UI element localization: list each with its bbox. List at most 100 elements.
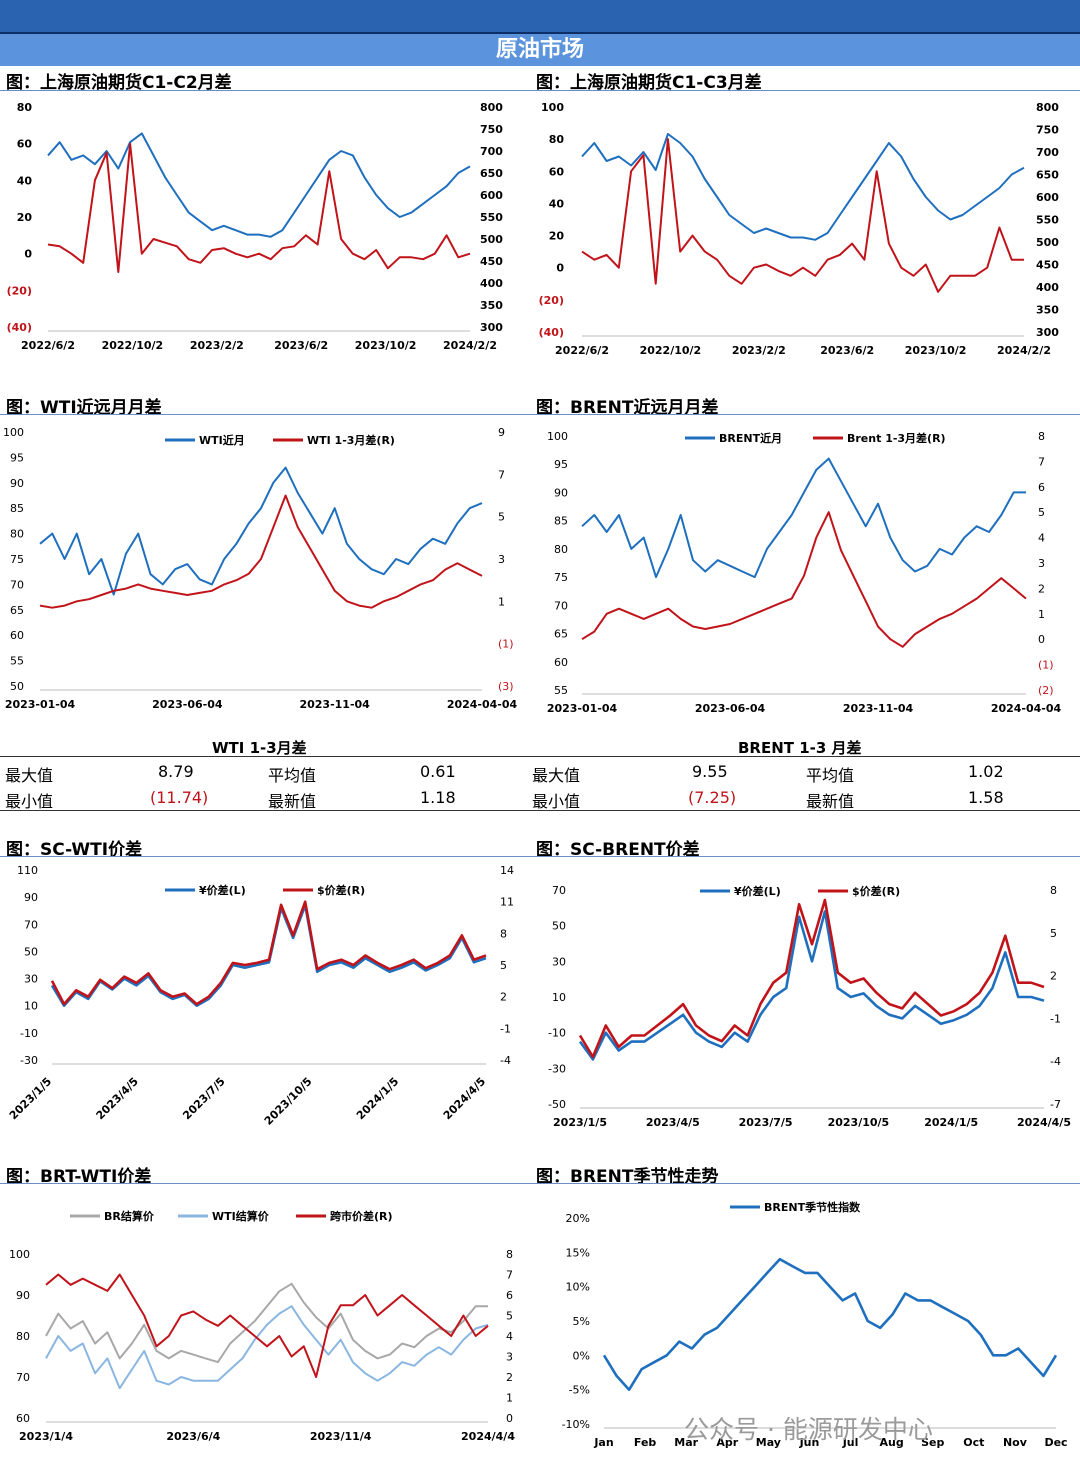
x-tick-label: 2023/6/2 [274, 339, 328, 352]
legend-label: WTI 1-3月差(R) [307, 433, 395, 447]
chart-sc-c1-c3: 100 80 60 40 20 0 (20) (40) 800 750 700 650 600 550 50… [539, 101, 1060, 357]
y-right-tick-label: 5 [506, 1310, 513, 1323]
legend-label: $价差(R) [317, 883, 365, 897]
y-left-tick-label: 10 [24, 1000, 38, 1013]
y-left-tick-label: 50 [10, 680, 24, 693]
y-right-tick-label: 8 [500, 927, 507, 940]
y-left-tick-label: 65 [10, 604, 24, 617]
y-right-tick-label: 450 [1036, 259, 1059, 272]
wti-max-label: 最大值 [5, 766, 54, 785]
y-left-tick-label: 55 [10, 655, 24, 668]
y-left-tick-label: 15% [566, 1246, 590, 1259]
series-line [50, 903, 487, 1007]
series-line [581, 133, 1025, 241]
y-right-tick-label: -1 [1050, 1012, 1061, 1025]
x-tick-label: 2023/7/5 [739, 1116, 793, 1129]
wti-avg-value: 0.61 [420, 762, 456, 781]
chart-title-sc-wti: 图：SC-WTI价差 [6, 840, 143, 860]
x-tick-label: Sep [921, 1436, 944, 1449]
x-tick-label: Jul [842, 1436, 859, 1449]
x-tick-label: 2023/10/2 [905, 344, 967, 357]
y-right-tick-label: 1 [498, 595, 505, 608]
y-left-tick-label: 5% [573, 1315, 590, 1328]
x-tick-label: 2023-06-04 [152, 698, 223, 711]
brent-stats-title: BRENT 1-3 月差 [738, 739, 862, 757]
y-left-tick-label: 100 [3, 426, 24, 439]
x-tick-label: Apr [716, 1436, 738, 1449]
series-line [47, 142, 471, 273]
brent-latest-label: 最新值 [806, 792, 855, 811]
x-tick-label: May [756, 1436, 781, 1449]
series-line [47, 132, 471, 238]
x-tick-label: 2023/1/5 [7, 1075, 54, 1122]
y-right-tick-label: 400 [1036, 281, 1059, 294]
x-tick-label: 2023-01-04 [5, 698, 76, 711]
y-left-tick-label: 110 [17, 864, 38, 877]
y-left-tick-label: (20) [7, 284, 32, 297]
y-right-tick-label: 4 [506, 1330, 513, 1343]
chart-title-brt-wti: 图：BRT-WTI价差 [6, 1167, 152, 1187]
y-left-tick-label: 80 [10, 528, 24, 541]
y-left-tick-label: -5% [569, 1384, 590, 1397]
y-left-tick-label: -30 [20, 1054, 38, 1067]
legend-label: ¥价差(L) [734, 884, 781, 898]
chart-sc-c1-c2: 80 60 40 20 0 (20) (40) 800 750 700 650 600 550 500 45… [7, 101, 504, 352]
x-tick-label: Feb [634, 1436, 657, 1449]
y-left-tick-label: 50 [552, 920, 566, 933]
series-line [45, 1305, 489, 1390]
x-tick-label: 2024/1/5 [924, 1116, 978, 1129]
chart-title-wti-spread: 图：WTI近远月月差 [6, 398, 162, 418]
y-right-tick-label: 2 [1038, 582, 1045, 595]
wti-max-value: 8.79 [158, 762, 194, 781]
brent-max-label: 最大值 [532, 766, 581, 785]
y-right-tick-label: 1 [1038, 608, 1045, 621]
y-right-tick-label: 700 [1036, 146, 1059, 159]
header-bar [0, 0, 1080, 34]
divider [0, 414, 1080, 415]
y-right-tick-label: 8 [1038, 430, 1045, 443]
y-right-tick-label: -4 [1050, 1055, 1061, 1068]
legend-label: Brent 1-3月差(R) [847, 431, 946, 445]
brent-min-label: 最小值 [532, 792, 581, 811]
y-left-tick-label: 60 [16, 1412, 30, 1425]
y-left-tick-label: 20 [549, 230, 565, 243]
y-left-tick-label: 30 [24, 973, 38, 986]
y-right-tick-label: 5 [1050, 927, 1057, 940]
divider [0, 856, 1080, 857]
y-right-tick-label: (3) [498, 680, 514, 693]
wti-min-label: 最小值 [5, 792, 54, 811]
y-left-tick-label: -10 [548, 1027, 566, 1040]
y-right-tick-label: (1) [498, 638, 514, 651]
y-right-tick-label: 8 [1050, 884, 1057, 897]
y-left-tick-label: 85 [10, 502, 24, 515]
y-left-tick-label: 80 [549, 133, 565, 146]
y-right-tick-label: 11 [500, 896, 514, 909]
x-tick-label: 2023-06-04 [695, 702, 766, 715]
y-left-tick-label: 20% [566, 1212, 590, 1225]
x-tick-label: 2024/2/2 [997, 344, 1051, 357]
brent-max-value: 9.55 [692, 762, 728, 781]
divider [0, 90, 1080, 91]
legend-label: BRENT近月 [719, 431, 782, 445]
y-left-tick-label: 0 [556, 262, 564, 275]
x-tick-label: 2024/4/5 [441, 1075, 488, 1122]
chart-title-brent-seasonal: 图：BRENT季节性走势 [536, 1167, 719, 1187]
y-right-tick-label: 750 [1036, 124, 1059, 137]
x-tick-label: 2023/2/2 [190, 339, 244, 352]
series-line [39, 494, 483, 609]
series-line [602, 1257, 1058, 1391]
y-left-tick-label: 85 [554, 515, 568, 528]
y-right-tick-label: 500 [1036, 236, 1059, 249]
x-tick-label: 2023/4/5 [94, 1075, 141, 1122]
y-left-tick-label: 40 [549, 197, 565, 210]
brent-min-value: (7.25) [688, 788, 737, 807]
y-right-tick-label: 500 [480, 233, 503, 246]
wti-min-value: (11.74) [150, 788, 209, 807]
y-left-tick-label: 50 [24, 945, 38, 958]
y-left-tick-label: 100 [541, 101, 564, 114]
x-tick-label: 2023/4/5 [646, 1116, 700, 1129]
y-left-tick-label: 70 [552, 884, 566, 897]
y-left-tick-label: 70 [10, 578, 24, 591]
y-right-tick-label: 14 [500, 864, 514, 877]
y-right-tick-label: 2 [500, 991, 507, 1004]
